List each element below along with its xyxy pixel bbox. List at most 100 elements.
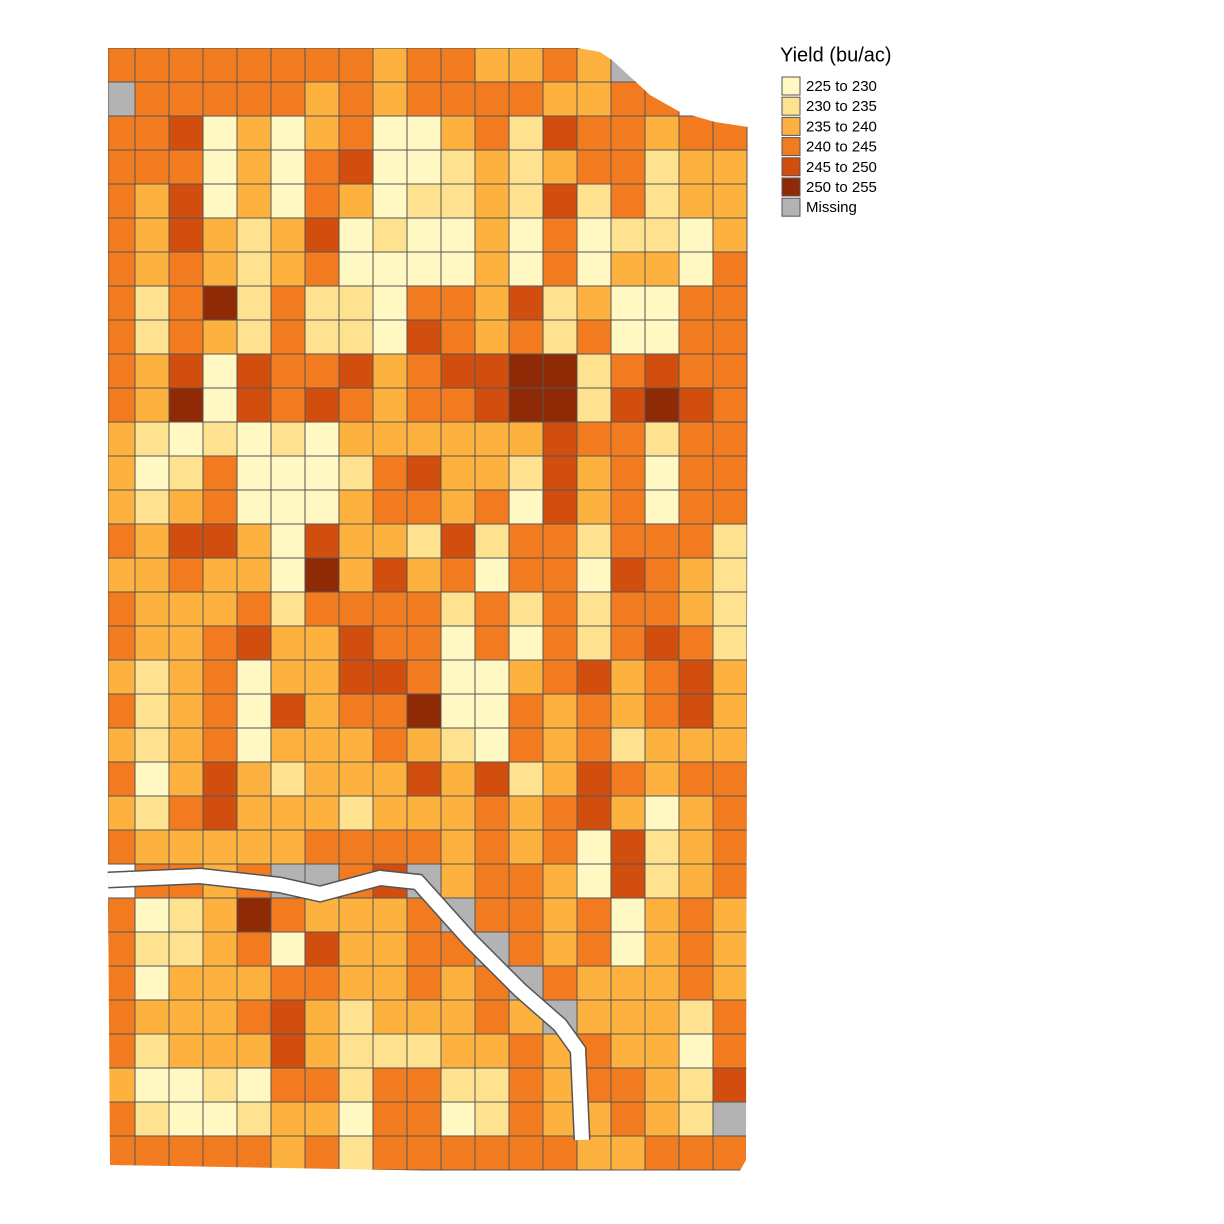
yield-cell: [508, 897, 544, 933]
yield-cell: [108, 217, 136, 253]
yield-cell: [610, 999, 646, 1035]
yield-cell: [576, 761, 612, 797]
yield-cell: [406, 999, 442, 1035]
yield-cell: [576, 285, 612, 321]
yield-cell: [270, 761, 306, 797]
yield-cell: [202, 557, 238, 593]
yield-cell: [270, 829, 306, 865]
yield-cell: [168, 557, 204, 593]
yield-cell: [134, 285, 170, 321]
yield-cell: [610, 489, 646, 525]
yield-cell: [168, 1101, 204, 1137]
yield-cell: [304, 761, 340, 797]
yield-cell: [610, 285, 646, 321]
yield-cell: [644, 285, 680, 321]
yield-cell: [236, 149, 272, 185]
yield-cell: [202, 421, 238, 457]
yield-cell: [338, 217, 374, 253]
yield-cell: [474, 1033, 510, 1069]
yield-cell: [542, 557, 578, 593]
yield-cell: [644, 999, 680, 1035]
yield-cell: [372, 217, 408, 253]
yield-cell: [644, 319, 680, 355]
yield-cell: [542, 625, 578, 661]
yield-cell: [406, 183, 442, 219]
yield-cell: [108, 523, 136, 559]
legend-swatch: [781, 76, 801, 96]
yield-cell: [338, 81, 374, 117]
yield-cell: [406, 115, 442, 151]
yield-cell: [236, 183, 272, 219]
yield-cell: [508, 693, 544, 729]
yield-cell: [610, 455, 646, 491]
yield-cell: [236, 1101, 272, 1137]
yield-cell: [338, 999, 374, 1035]
yield-cell: [610, 965, 646, 1001]
yield-cell: [270, 1033, 306, 1069]
yield-cell: [168, 897, 204, 933]
yield-cell: [576, 591, 612, 627]
yield-cell: [542, 897, 578, 933]
yield-cell: [644, 1101, 680, 1137]
yield-cell: [372, 591, 408, 627]
yield-cell: [236, 81, 272, 117]
yield-cell: [440, 1101, 476, 1137]
yield-cell: [474, 183, 510, 219]
yield-cell: [644, 863, 680, 899]
yield-cell: [202, 625, 238, 661]
yield-cell: [270, 183, 306, 219]
yield-cell: [406, 48, 442, 83]
yield-cell: [270, 625, 306, 661]
yield-cell: [270, 353, 306, 389]
legend: 225 to 230 230 to 235 235 to 240 240 to 245…: [781, 76, 877, 217]
yield-cell: [576, 149, 612, 185]
yield-cell: [372, 931, 408, 967]
yield-cell: [338, 761, 374, 797]
yield-cell: [372, 319, 408, 355]
yield-cell: [712, 285, 748, 321]
yield-cell: [134, 829, 170, 865]
yield-cell: [610, 1067, 646, 1103]
yield-cell: [236, 1067, 272, 1103]
yield-cell: [712, 863, 748, 899]
yield-cell: [678, 727, 714, 763]
yield-cell: [134, 897, 170, 933]
yield-cell: [270, 999, 306, 1035]
yield-cell: [202, 965, 238, 1001]
yield-cell: [610, 1033, 646, 1069]
yield-cell: [270, 387, 306, 423]
yield-cell: [576, 523, 612, 559]
yield-cell: [576, 795, 612, 831]
yield-cell: [372, 1135, 408, 1171]
yield-cell: [304, 353, 340, 389]
yield-cell: [236, 999, 272, 1035]
yield-cell: [508, 727, 544, 763]
yield-cell: [610, 217, 646, 253]
yield-cell: [134, 727, 170, 763]
yield-cell: [168, 693, 204, 729]
yield-cell: [542, 1135, 578, 1171]
yield-cell: [304, 48, 340, 83]
yield-cell: [202, 319, 238, 355]
yield-cell: [134, 421, 170, 457]
yield-cell: [508, 829, 544, 865]
yield-cell: [168, 251, 204, 287]
yield-cell: [576, 251, 612, 287]
yield-cell: [712, 217, 748, 253]
yield-cell: [508, 48, 544, 83]
yield-cell: [168, 48, 204, 83]
yield-cell: [644, 149, 680, 185]
yield-cell: [712, 455, 748, 491]
yield-cell: [644, 1135, 680, 1171]
yield-cell: [236, 965, 272, 1001]
yield-cell: [678, 115, 714, 151]
yield-cell: [678, 353, 714, 389]
yield-cell: [270, 455, 306, 491]
yield-cell: [108, 965, 136, 1001]
yield-cell: [440, 319, 476, 355]
yield-cell: [202, 591, 238, 627]
yield-cell: [508, 523, 544, 559]
yield-cell: [440, 591, 476, 627]
yield-cell: [372, 1067, 408, 1103]
yield-cell: [610, 659, 646, 695]
